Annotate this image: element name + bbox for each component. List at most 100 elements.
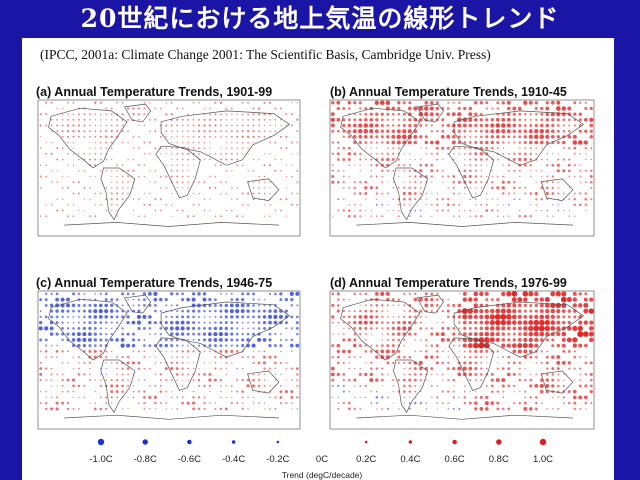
trend-dot bbox=[534, 383, 539, 388]
trend-dot bbox=[290, 203, 293, 206]
trend-dot bbox=[77, 292, 81, 296]
trend-dot bbox=[67, 215, 69, 218]
trend-dot bbox=[507, 203, 510, 206]
trend-dot bbox=[289, 291, 294, 296]
legend-tick-label: -0.8C bbox=[134, 454, 157, 465]
trend-dot bbox=[474, 367, 478, 371]
trend-dot bbox=[105, 187, 107, 189]
trend-dot bbox=[518, 361, 522, 365]
trend-dot bbox=[263, 402, 266, 404]
trend-dot bbox=[462, 366, 467, 371]
trend-dot bbox=[375, 355, 379, 359]
trend-dot bbox=[209, 153, 211, 155]
trend-dot bbox=[219, 118, 222, 121]
trend-dot bbox=[353, 186, 357, 190]
trend-dot bbox=[230, 332, 234, 336]
trend-dot bbox=[381, 203, 384, 206]
trend-dot bbox=[236, 186, 239, 189]
trend-dot bbox=[331, 141, 334, 144]
trend-dot bbox=[486, 362, 488, 364]
trend-dot bbox=[192, 147, 195, 150]
trend-dot bbox=[343, 327, 345, 330]
trend-dot bbox=[419, 373, 423, 376]
trend-dot bbox=[480, 367, 483, 370]
trend-dot bbox=[285, 187, 288, 189]
trend-dot bbox=[566, 337, 572, 343]
trend-dot bbox=[44, 315, 48, 319]
trend-dot bbox=[530, 373, 532, 376]
trend-dot bbox=[94, 141, 97, 144]
trend-dot bbox=[424, 135, 428, 139]
trend-dot bbox=[479, 118, 483, 122]
trend-dot bbox=[66, 327, 70, 330]
trend-dot bbox=[517, 106, 522, 111]
trend-dot bbox=[72, 321, 75, 324]
trend-dot bbox=[274, 407, 277, 410]
trend-dot bbox=[116, 118, 119, 121]
trend-dot bbox=[88, 303, 92, 307]
trend-dot bbox=[590, 180, 593, 184]
trend-dot bbox=[236, 113, 238, 115]
trend-dot bbox=[105, 356, 108, 359]
trend-dot bbox=[566, 326, 572, 331]
trend-dot bbox=[370, 169, 373, 172]
trend-dot bbox=[181, 209, 184, 212]
trend-dot bbox=[436, 408, 438, 410]
trend-dot bbox=[93, 315, 98, 319]
trend-dot bbox=[403, 338, 406, 342]
trend-dot bbox=[56, 373, 58, 376]
trend-dot bbox=[203, 198, 206, 200]
trend-dot bbox=[364, 339, 367, 341]
trend-dot bbox=[358, 140, 362, 145]
trend-dot bbox=[279, 396, 283, 399]
trend-dot bbox=[82, 337, 87, 342]
trend-dot bbox=[529, 147, 532, 150]
trend-dot bbox=[506, 372, 511, 377]
trend-dot bbox=[45, 204, 47, 206]
trend-dot bbox=[535, 401, 538, 405]
trend-dot bbox=[94, 101, 97, 104]
trend-dot bbox=[541, 209, 543, 212]
trend-dot bbox=[584, 101, 587, 104]
trend-dot bbox=[263, 135, 266, 138]
trend-dot bbox=[110, 135, 113, 138]
trend-dot bbox=[252, 361, 255, 364]
trend-dot bbox=[220, 192, 222, 195]
trend-dot bbox=[424, 297, 429, 302]
trend-dot bbox=[72, 407, 75, 410]
trend-dot bbox=[209, 158, 211, 161]
trend-dot bbox=[252, 130, 255, 133]
trend-dot bbox=[408, 123, 412, 128]
trend-dot bbox=[236, 130, 239, 133]
trend-dot bbox=[561, 360, 566, 365]
trend-dot bbox=[89, 141, 91, 144]
trend-dot bbox=[252, 402, 255, 404]
trend-dot bbox=[353, 118, 357, 122]
trend-dot bbox=[159, 384, 162, 387]
trend-dot bbox=[39, 124, 42, 127]
trend-dot bbox=[458, 332, 461, 336]
trend-dot bbox=[83, 384, 86, 387]
trend-dot bbox=[280, 350, 282, 353]
trend-dot bbox=[392, 169, 395, 172]
trend-dot bbox=[407, 129, 412, 134]
trend-dot bbox=[235, 332, 239, 336]
trend-dot bbox=[110, 203, 113, 206]
trend-dot bbox=[137, 361, 141, 365]
trend-dot bbox=[285, 135, 288, 138]
trend-dot bbox=[208, 297, 212, 302]
trend-dot bbox=[584, 169, 587, 172]
trend-dot bbox=[225, 293, 228, 295]
trend-dot bbox=[164, 367, 168, 371]
trend-dot bbox=[176, 181, 179, 184]
trend-dot bbox=[552, 153, 554, 155]
trend-dot bbox=[441, 175, 444, 178]
trend-dot bbox=[116, 181, 118, 183]
trend-dot bbox=[577, 331, 584, 338]
trend-dot bbox=[132, 187, 135, 189]
trend-dot bbox=[506, 303, 511, 308]
trend-dot bbox=[517, 297, 523, 303]
trend-dot bbox=[408, 390, 412, 393]
trend-dot bbox=[192, 326, 196, 330]
trend-dot bbox=[180, 320, 185, 325]
